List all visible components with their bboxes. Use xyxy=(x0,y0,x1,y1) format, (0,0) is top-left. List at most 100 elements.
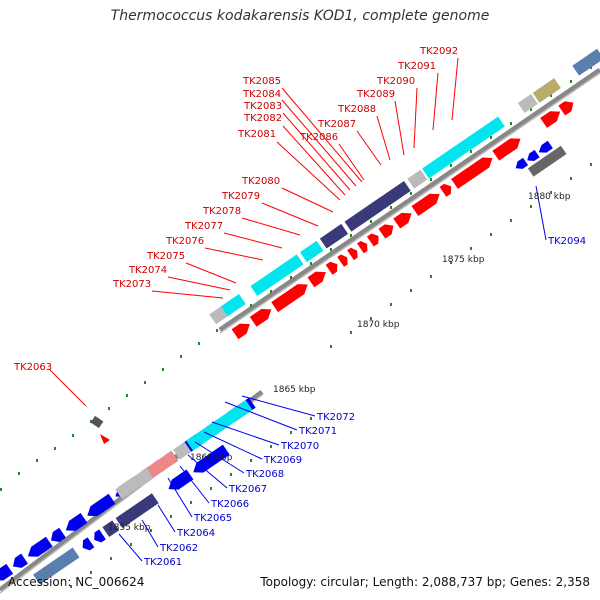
gene-label[interactable]: TK2062 xyxy=(159,543,198,554)
gene-label[interactable]: TK2081 xyxy=(237,129,276,140)
backbone-upper xyxy=(218,67,600,333)
tick-mark xyxy=(530,205,532,208)
gene-cyan xyxy=(194,400,253,445)
leader-line xyxy=(338,143,365,181)
reverse-gene xyxy=(65,513,88,531)
leader-line xyxy=(261,202,319,227)
gene-label[interactable]: TK2094 xyxy=(547,236,586,247)
scale-label-1860: 1860 kbp xyxy=(190,453,233,463)
forward-gene xyxy=(347,247,358,261)
leader-line xyxy=(194,441,245,474)
forward-gene xyxy=(249,308,272,327)
gene-label[interactable]: TK2088 xyxy=(337,104,376,115)
gene-olive xyxy=(532,78,561,103)
tick-mark xyxy=(150,529,152,532)
gene-label[interactable]: TK2082 xyxy=(243,113,282,124)
scale-label-1875: 1875 kbp xyxy=(442,255,485,265)
forward-gene xyxy=(271,284,308,313)
gene-steel xyxy=(33,547,80,585)
tick-mark xyxy=(290,431,292,434)
gene-label[interactable]: TK2073 xyxy=(112,279,151,290)
gene-label[interactable]: TK2086 xyxy=(299,132,338,143)
gene-label[interactable]: TK2080 xyxy=(241,176,280,187)
reverse-gene xyxy=(27,536,53,557)
leader-line xyxy=(224,401,298,431)
tick-mark xyxy=(570,80,572,83)
forward-gene xyxy=(492,138,521,161)
tick-mark xyxy=(162,368,164,371)
leader-line xyxy=(356,130,382,166)
gene-label[interactable]: TK2064 xyxy=(176,528,215,539)
gene-navy xyxy=(319,223,349,249)
tick-mark xyxy=(72,434,74,437)
gene-label[interactable]: TK2070 xyxy=(280,441,319,452)
gene-cyan xyxy=(300,240,324,263)
gene-label[interactable]: TK2074 xyxy=(128,265,167,276)
tick-mark xyxy=(550,94,552,97)
genome-title: Thermococcus kodakarensis KOD1, complete… xyxy=(110,8,490,24)
tick-mark xyxy=(390,206,392,209)
reverse-gene xyxy=(515,157,529,169)
gene-gray xyxy=(209,306,228,325)
leader-line xyxy=(167,477,193,518)
gene-label[interactable]: TK2079 xyxy=(221,191,260,202)
gene-label[interactable]: TK2078 xyxy=(202,206,241,217)
tick-mark xyxy=(180,355,182,358)
tick-mark xyxy=(36,459,38,462)
leader-line xyxy=(185,262,237,284)
tick-mark xyxy=(530,108,532,111)
gene-label[interactable]: TK2063 xyxy=(13,362,52,373)
gene-label[interactable]: TK2084 xyxy=(242,89,281,100)
reverse-gene xyxy=(0,563,14,581)
leader-line xyxy=(281,87,363,183)
tick-mark xyxy=(450,261,452,264)
forward-gene xyxy=(325,261,338,275)
gene-label[interactable]: TK2068 xyxy=(245,469,284,480)
gene-label[interactable]: TK2075 xyxy=(146,251,185,262)
scale-ticks xyxy=(0,66,592,588)
reverse-gene xyxy=(94,529,106,543)
gene-label[interactable]: TK2069 xyxy=(263,455,302,466)
gene-label[interactable]: TK2061 xyxy=(143,557,182,568)
reverse-gene xyxy=(13,553,28,568)
gene-label[interactable]: TK2087 xyxy=(317,119,356,130)
gene-label[interactable]: TK2083 xyxy=(243,101,282,112)
tick-mark xyxy=(430,178,432,181)
gene-label[interactable]: TK2076 xyxy=(165,236,204,247)
leader-line xyxy=(167,276,231,291)
tick-mark xyxy=(470,247,472,250)
leader-line xyxy=(204,247,264,261)
leader-line xyxy=(187,454,228,489)
forward-gene xyxy=(231,323,250,340)
tick-mark xyxy=(90,571,92,574)
gene-steel xyxy=(572,48,600,76)
leader-line xyxy=(157,504,176,533)
gene-label[interactable]: TK2072 xyxy=(316,412,355,423)
tick-mark xyxy=(390,303,392,306)
gene-label[interactable]: TK2090 xyxy=(376,76,415,87)
leader-line xyxy=(432,72,439,131)
tick-mark xyxy=(370,220,372,223)
leader-line xyxy=(276,141,341,201)
leader-line xyxy=(118,533,143,562)
forward-gene xyxy=(451,157,493,189)
gene-label[interactable]: TK2067 xyxy=(228,484,267,495)
reverse-gene xyxy=(168,469,194,490)
gene-label[interactable]: TK2085 xyxy=(242,76,281,87)
gene-label[interactable]: TK2065 xyxy=(193,513,232,524)
gene-label[interactable]: TK2089 xyxy=(356,89,395,100)
gene-dark xyxy=(527,145,567,177)
tick-mark xyxy=(510,122,512,125)
tick-mark xyxy=(18,472,20,475)
tick-mark xyxy=(230,473,232,476)
gene-label[interactable]: TK2066 xyxy=(210,499,249,510)
gene-label[interactable]: TK2071 xyxy=(298,426,337,437)
reverse-gene xyxy=(87,493,116,517)
leader-line xyxy=(241,395,316,417)
gene-label[interactable]: TK2092 xyxy=(419,46,458,57)
backbone-upper-shadow xyxy=(219,72,600,334)
forward-gene xyxy=(100,434,110,444)
gene-label[interactable]: TK2091 xyxy=(397,61,436,72)
gene-label[interactable]: TK2077 xyxy=(184,221,223,232)
gene-cyan xyxy=(186,435,202,451)
